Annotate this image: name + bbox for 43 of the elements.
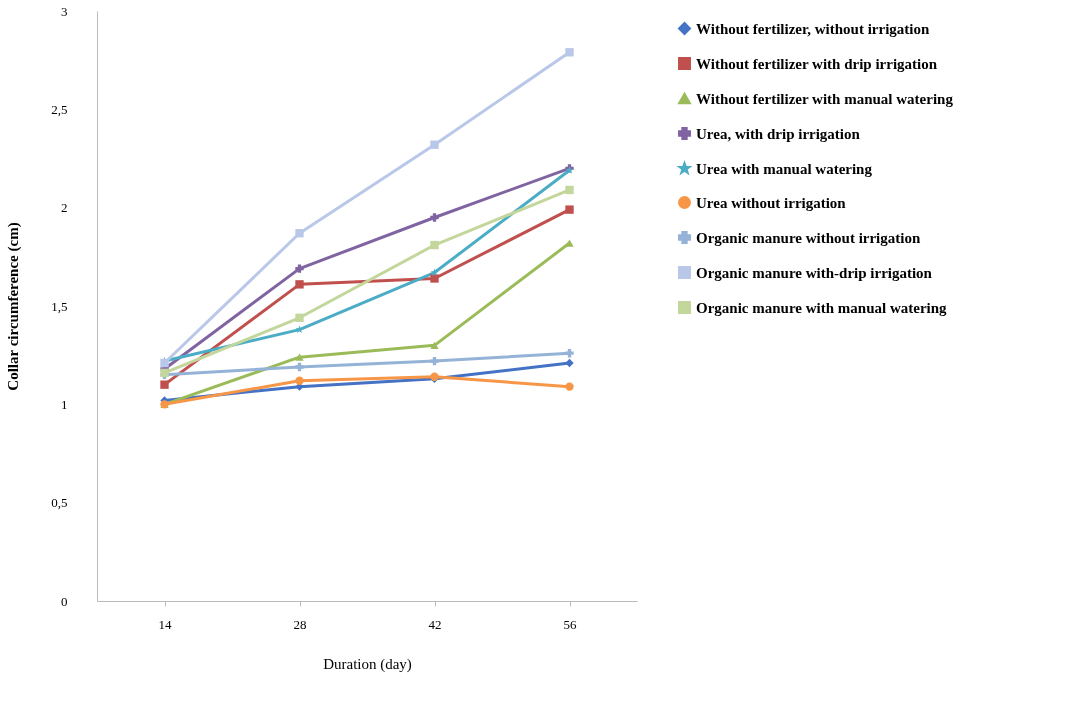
point xyxy=(430,213,439,222)
point xyxy=(160,380,169,389)
point xyxy=(295,376,304,385)
point xyxy=(565,382,574,391)
x-tick-label: 42 xyxy=(428,616,442,632)
y-tick-label: 2,5 xyxy=(51,101,68,117)
point xyxy=(295,362,304,372)
y-tick-label: 0,5 xyxy=(51,495,68,511)
legend-label: Urea, with drip irrigation xyxy=(696,125,861,142)
point xyxy=(430,274,439,283)
point xyxy=(430,240,439,250)
point xyxy=(430,140,439,149)
y-axis-title: Collar circumference (cm) xyxy=(5,222,23,391)
legend-label: Organic manure without irrigation xyxy=(696,229,921,246)
point xyxy=(565,48,574,57)
y-tick-label: 0 xyxy=(61,593,68,609)
point xyxy=(565,205,574,214)
point xyxy=(295,264,304,273)
y-tick-label: 1,5 xyxy=(51,298,68,314)
x-tick-label: 14 xyxy=(158,616,172,632)
point xyxy=(565,185,574,195)
legend-label: Organic manure with-drip irrigation xyxy=(696,264,933,281)
x-axis-title: Duration (day) xyxy=(323,655,412,673)
legend-label: Organic manure with manual watering xyxy=(696,299,948,316)
point xyxy=(295,313,304,322)
point xyxy=(565,349,574,358)
x-tick-label: 56 xyxy=(563,616,577,632)
legend-label: Without fertilizer with manual watering xyxy=(696,90,954,107)
point xyxy=(295,280,304,289)
point xyxy=(430,268,439,276)
y-tick-label: 2 xyxy=(61,200,68,216)
legend-label: Without fertilizer with drip irrigation xyxy=(696,55,938,72)
point xyxy=(565,358,574,368)
legend-label: Urea with manual watering xyxy=(696,160,873,177)
legend-label: Without fertilizer, without irrigation xyxy=(696,20,930,37)
point xyxy=(295,229,304,238)
point xyxy=(295,353,304,361)
y-tick-label: 3 xyxy=(61,3,68,19)
point xyxy=(430,341,439,349)
x-tick-label: 28 xyxy=(293,616,307,632)
legend-label: Urea without irrigation xyxy=(696,194,847,211)
point xyxy=(430,356,439,366)
y-tick-label: 1 xyxy=(61,396,68,412)
